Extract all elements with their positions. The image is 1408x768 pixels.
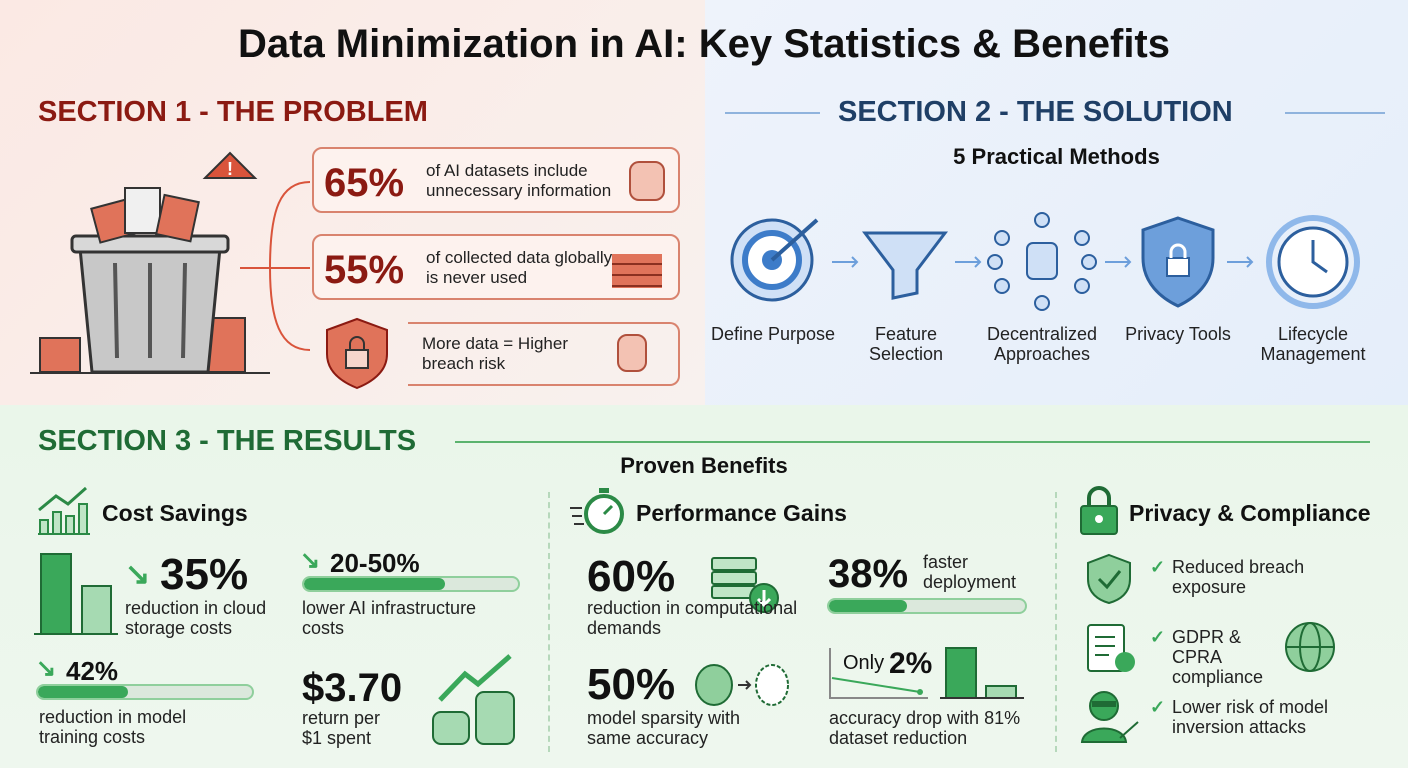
- stat-text: of AI datasets include unnecessary infor…: [426, 161, 612, 200]
- divider: [455, 441, 1370, 443]
- brain-sparsity-icon: [695, 664, 789, 706]
- stat-text: reduction in computational demands: [587, 598, 798, 638]
- section3-subheading: Proven Benefits: [620, 453, 788, 478]
- globe-icon: [1285, 622, 1335, 672]
- database-icon: [629, 161, 665, 201]
- svg-text:!: !: [227, 159, 233, 179]
- arrow-down-icon: ↘: [125, 558, 151, 591]
- stat-text: accuracy drop with 81% dataset reduction: [829, 708, 1021, 748]
- shield-lock-icon: [1141, 216, 1215, 308]
- stat-text: return per $1 spent: [302, 708, 381, 748]
- stat-value: 35%: [160, 550, 249, 599]
- overflowing-trash-icon: !: [30, 151, 270, 374]
- progress-fill: [304, 578, 446, 590]
- divider: [1285, 112, 1385, 114]
- cost-savings-title: Cost Savings: [102, 500, 248, 526]
- stat-text: faster deployment: [923, 552, 1017, 592]
- stat-text: reduction in cloud storage costs: [125, 598, 267, 638]
- method-feature-selection: Feature Selection: [868, 324, 944, 364]
- section1-heading: SECTION 1 - THE PROBLEM: [38, 96, 428, 128]
- stat-value: 55%: [324, 248, 405, 292]
- privacy-item: GDPR & CPRA compliance: [1172, 627, 1264, 687]
- privacy-compliance-title: Privacy & Compliance: [1129, 500, 1371, 526]
- method-define-purpose: Define Purpose: [710, 324, 836, 344]
- stat-value: 60%: [587, 552, 676, 601]
- check-icon: ✓: [1150, 557, 1166, 577]
- bar-comparison-icon: [34, 553, 118, 635]
- stat-value: 20-50%: [330, 548, 420, 578]
- stat-prefix: Only: [843, 652, 885, 674]
- section3-heading: SECTION 3 - THE RESULTS: [38, 425, 417, 457]
- divider: [1055, 492, 1057, 752]
- stat-card-breach-risk: More data = Higher breach risk: [312, 317, 680, 390]
- stat-text: reduction in model training costs: [39, 707, 187, 747]
- section2-subheading: 5 Practical Methods: [953, 144, 1160, 169]
- hacker-icon: [1080, 691, 1139, 743]
- stat-value: 42%: [66, 656, 119, 686]
- arrow-down-icon: ↘: [36, 655, 57, 682]
- stat-text: More data = Higher breach risk: [422, 334, 568, 373]
- stat-value: 50%: [587, 660, 676, 709]
- stopwatch-icon: [570, 488, 624, 534]
- stat-text: lower AI infrastructure costs: [302, 598, 477, 638]
- progress-bar-training: [36, 684, 254, 700]
- server-download-icon: [711, 557, 779, 613]
- shield-check-icon: [1087, 553, 1131, 605]
- bricks-icon: [612, 254, 662, 288]
- progress-bar-deployment: [827, 598, 1027, 614]
- stat-text: model sparsity with same accuracy: [587, 708, 741, 748]
- section2-heading: SECTION 2 - THE SOLUTION: [838, 96, 1233, 128]
- growth-chart-icon: [38, 486, 90, 535]
- method-privacy-tools: Privacy Tools: [1125, 324, 1231, 344]
- clock-cycle-icon: [1266, 215, 1360, 309]
- stat-value: 65%: [324, 161, 405, 205]
- funnel-icon: [861, 231, 949, 300]
- progress-fill: [38, 686, 128, 698]
- results-panel: [0, 405, 1408, 768]
- stat-value: $3.70: [302, 666, 403, 710]
- arrow-down-icon: ↘: [300, 547, 321, 574]
- stat-value: 38%: [828, 552, 909, 596]
- privacy-item: Lower risk of model inversion attacks: [1172, 697, 1329, 737]
- accuracy-chart-icon: [829, 647, 1024, 699]
- network-icon: [987, 212, 1097, 311]
- divider: [725, 112, 820, 114]
- method-decentralized: Decentralized Approaches: [986, 324, 1098, 364]
- method-lifecycle: Lifecycle Management: [1260, 324, 1366, 364]
- stat-card-unnecessary-data: 65% of AI datasets include unnecessary i…: [312, 147, 680, 213]
- progress-fill: [829, 600, 908, 612]
- checklist-icon: [1087, 624, 1135, 672]
- progress-bar-infrastructure: [302, 576, 520, 592]
- performance-gains-title: Performance Gains: [636, 500, 847, 526]
- broken-shield-icon: [326, 317, 388, 390]
- database-warning-icon: [617, 334, 647, 372]
- coins-growth-icon: [432, 654, 515, 745]
- stat-text: of collected data globally is never used: [426, 248, 613, 287]
- padlock-icon: [1080, 486, 1118, 535]
- target-icon: [730, 218, 819, 302]
- check-icon: ✓: [1150, 697, 1166, 717]
- divider: [548, 492, 550, 752]
- solution-panel: [705, 0, 1408, 405]
- branch-arrows: [240, 181, 311, 351]
- page-title: Data Minimization in AI: Key Statistics …: [237, 22, 1170, 66]
- stat-value: 2%: [889, 647, 933, 680]
- stat-card-unused-data: 55% of collected data globally is never …: [312, 234, 680, 300]
- check-icon: ✓: [1150, 627, 1166, 647]
- methods-icons: [730, 212, 1360, 311]
- privacy-item: Reduced breach exposure: [1172, 557, 1305, 597]
